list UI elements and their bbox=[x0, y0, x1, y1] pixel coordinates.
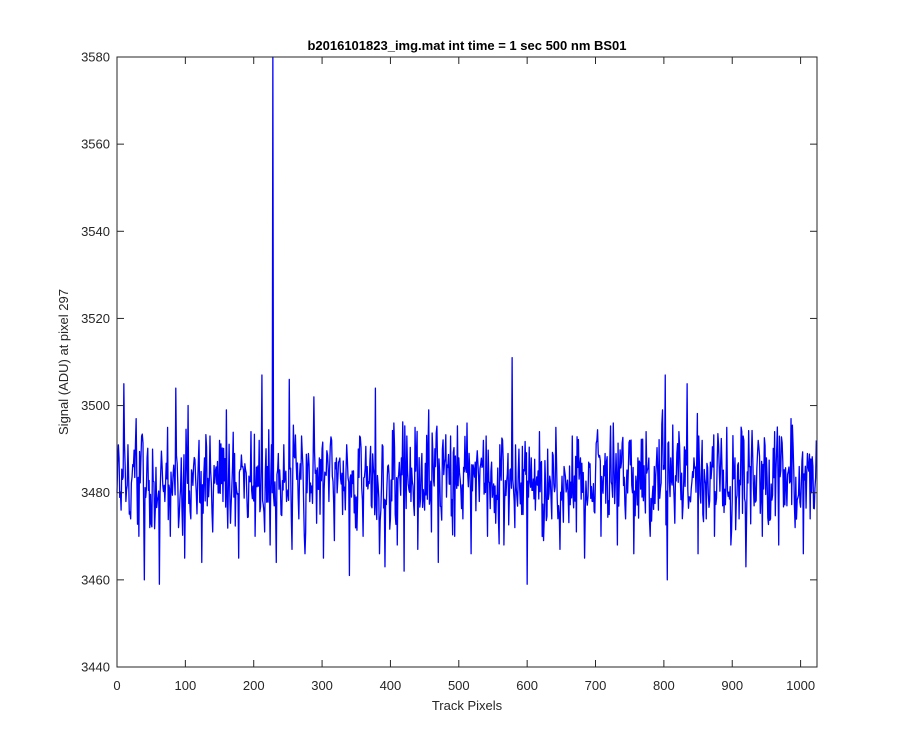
chart-title: b2016101823_img.mat int time = 1 sec 500… bbox=[307, 38, 626, 53]
y-tick-label: 3440 bbox=[81, 660, 110, 675]
x-tick-label: 400 bbox=[380, 678, 402, 693]
y-tick-label: 3540 bbox=[81, 224, 110, 239]
y-tick-label: 3580 bbox=[81, 50, 110, 65]
x-tick-label: 300 bbox=[311, 678, 333, 693]
x-tick-label: 200 bbox=[243, 678, 265, 693]
y-tick-label: 3480 bbox=[81, 485, 110, 500]
x-tick-label: 600 bbox=[516, 678, 538, 693]
y-tick-label: 3460 bbox=[81, 572, 110, 587]
x-tick-label: 900 bbox=[721, 678, 743, 693]
x-tick-label: 0 bbox=[113, 678, 120, 693]
x-tick-label: 800 bbox=[653, 678, 675, 693]
x-axis-label: Track Pixels bbox=[432, 698, 503, 713]
y-tick-label: 3520 bbox=[81, 311, 110, 326]
x-tick-label: 700 bbox=[585, 678, 607, 693]
y-axis-label: Signal (ADU) at pixel 297 bbox=[56, 289, 71, 435]
y-tick-label: 3560 bbox=[81, 137, 110, 152]
y-tick-label: 3500 bbox=[81, 398, 110, 413]
plot-area bbox=[117, 57, 817, 667]
x-tick-label: 500 bbox=[448, 678, 470, 693]
x-tick-label: 1000 bbox=[786, 678, 815, 693]
x-tick-label: 100 bbox=[175, 678, 197, 693]
